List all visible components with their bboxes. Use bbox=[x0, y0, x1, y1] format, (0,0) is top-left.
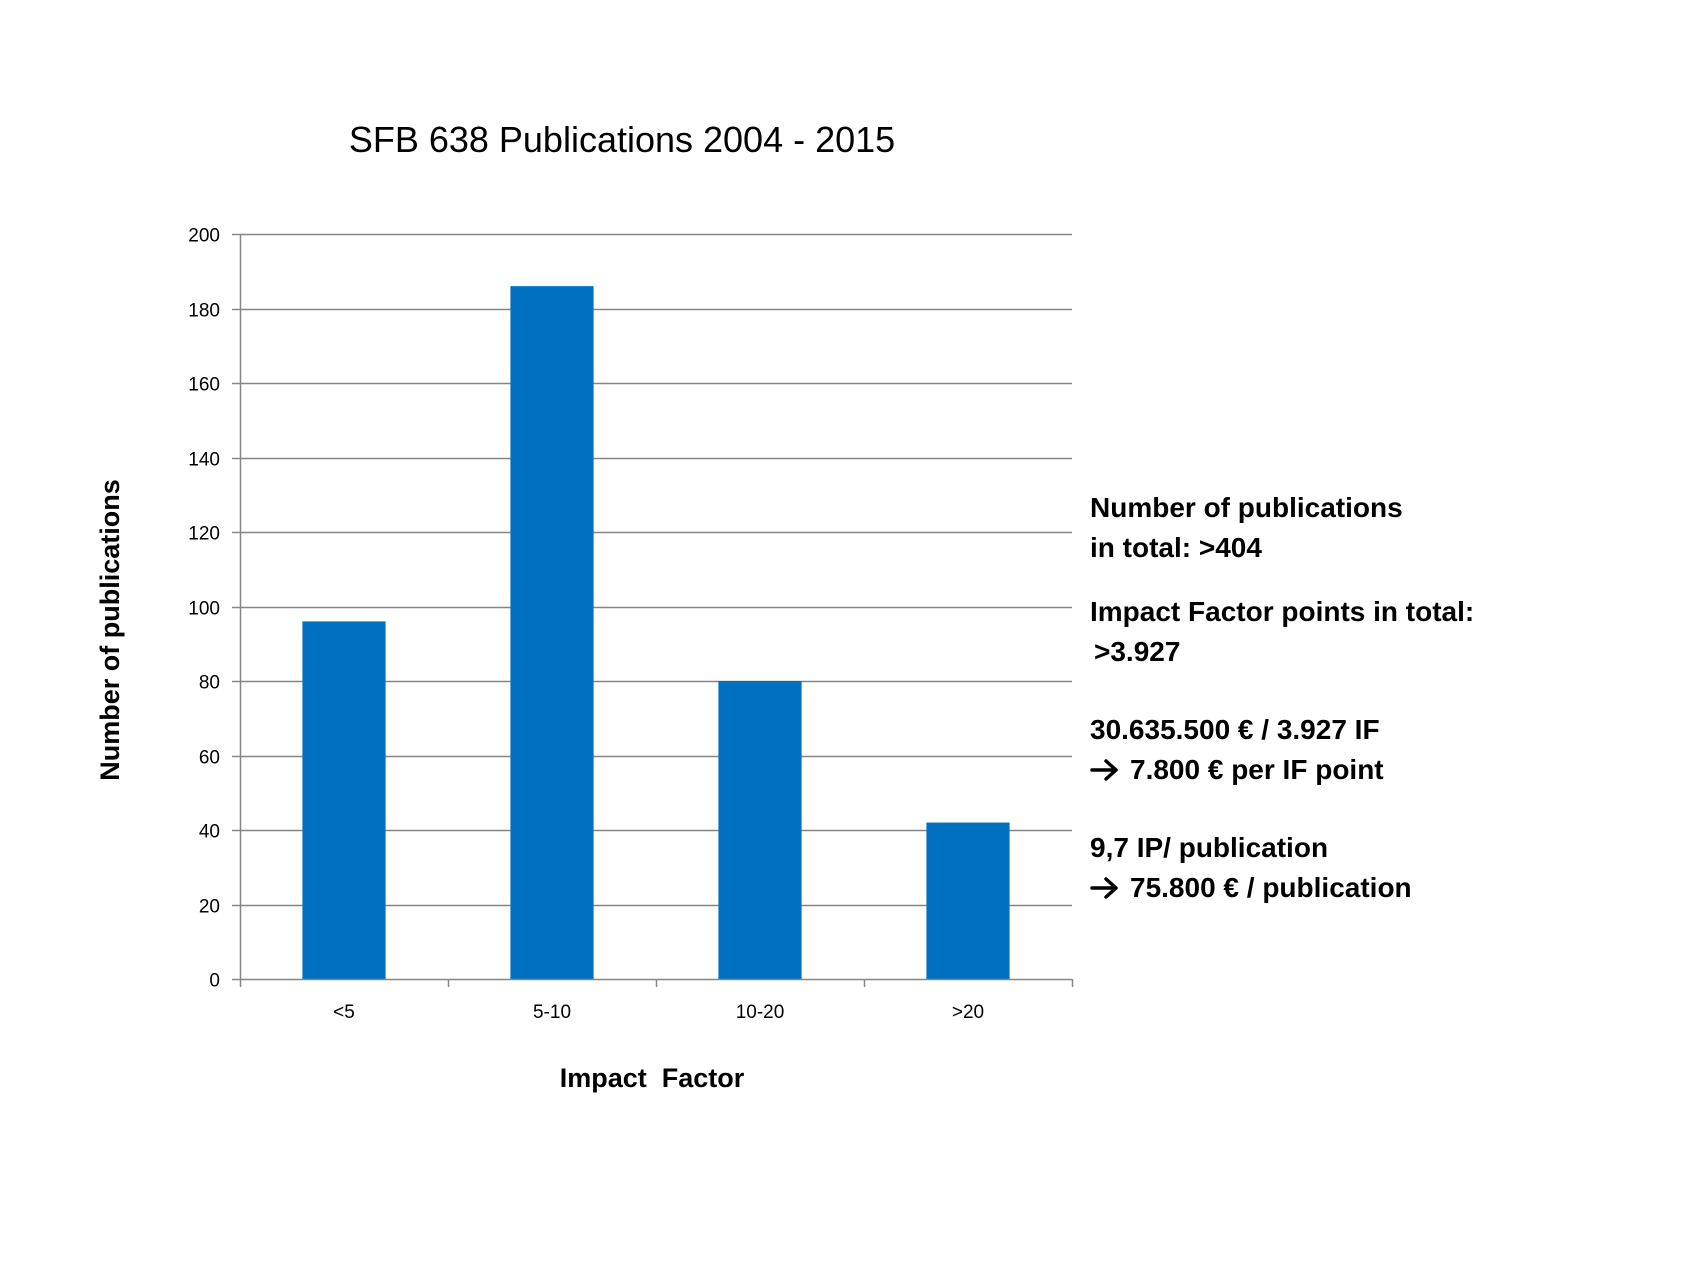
cost-per-publication-note: 9,7 IP/ publication 75.800 € / publicati… bbox=[1090, 828, 1680, 908]
total-publications-note: Number of publications in total: >404 bbox=[1090, 488, 1680, 568]
impact-points-label: Impact Factor points in total: bbox=[1090, 596, 1475, 627]
total-publications-value: in total: >404 bbox=[1090, 532, 1262, 563]
right-arrow-icon bbox=[1090, 877, 1118, 899]
cost-per-point-value: 7.800 € per IF point bbox=[1130, 754, 1384, 785]
bar bbox=[926, 822, 1010, 979]
impact-points-value: >3.927 bbox=[1094, 636, 1181, 667]
y-tick-label: 160 bbox=[188, 375, 220, 396]
cost-per-publication-value: 75.800 € / publication bbox=[1130, 872, 1412, 903]
y-tick-labels: 0 20 40 60 80 100 120 140 160 180 200 bbox=[188, 226, 220, 992]
y-tick-label: 120 bbox=[188, 524, 220, 545]
points-per-publication: 9,7 IP/ publication bbox=[1090, 832, 1329, 863]
bars bbox=[302, 286, 1010, 979]
y-tick-label: 0 bbox=[209, 971, 220, 992]
x-tick-label: 5-10 bbox=[533, 1002, 571, 1023]
chart-title: SFB 638 Publications 2004 - 2015 bbox=[349, 119, 895, 160]
y-tick-label: 100 bbox=[188, 599, 220, 620]
y-tick-label: 80 bbox=[199, 673, 220, 694]
cost-per-point-line: 7.800 € per IF point bbox=[1090, 750, 1680, 790]
y-tick-label: 200 bbox=[188, 226, 220, 247]
bar bbox=[510, 286, 594, 979]
impact-points-note: Impact Factor points in total: >3.927 bbox=[1090, 592, 1680, 672]
x-axis-title: Impact Factor bbox=[560, 1063, 745, 1093]
cost-calculation: 30.635.500 € / 3.927 IF bbox=[1090, 714, 1380, 745]
total-publications-label: Number of publications bbox=[1090, 492, 1403, 523]
y-tick-label: 180 bbox=[188, 301, 220, 322]
y-tick-label: 40 bbox=[199, 822, 220, 843]
axes bbox=[232, 233, 1074, 987]
y-tick-label: 20 bbox=[199, 897, 220, 918]
y-tick-label: 60 bbox=[199, 748, 220, 769]
x-tick-labels: <5 5-10 10-20 >20 bbox=[333, 1002, 984, 1023]
x-tick-label: >20 bbox=[952, 1002, 984, 1023]
cost-per-point-note: 30.635.500 € / 3.927 IF 7.800 € per IF p… bbox=[1090, 710, 1680, 790]
y-axis-title: Number of publications bbox=[95, 479, 125, 781]
summary-panel: Number of publications in total: >404 Im… bbox=[1090, 488, 1680, 932]
cost-per-publication-line: 75.800 € / publication bbox=[1090, 868, 1680, 908]
y-tick-label: 140 bbox=[188, 450, 220, 471]
bar bbox=[718, 681, 802, 979]
x-tick-label: <5 bbox=[333, 1002, 355, 1023]
right-arrow-icon bbox=[1090, 759, 1118, 781]
x-tick-label: 10-20 bbox=[736, 1002, 785, 1023]
bar bbox=[302, 621, 386, 979]
